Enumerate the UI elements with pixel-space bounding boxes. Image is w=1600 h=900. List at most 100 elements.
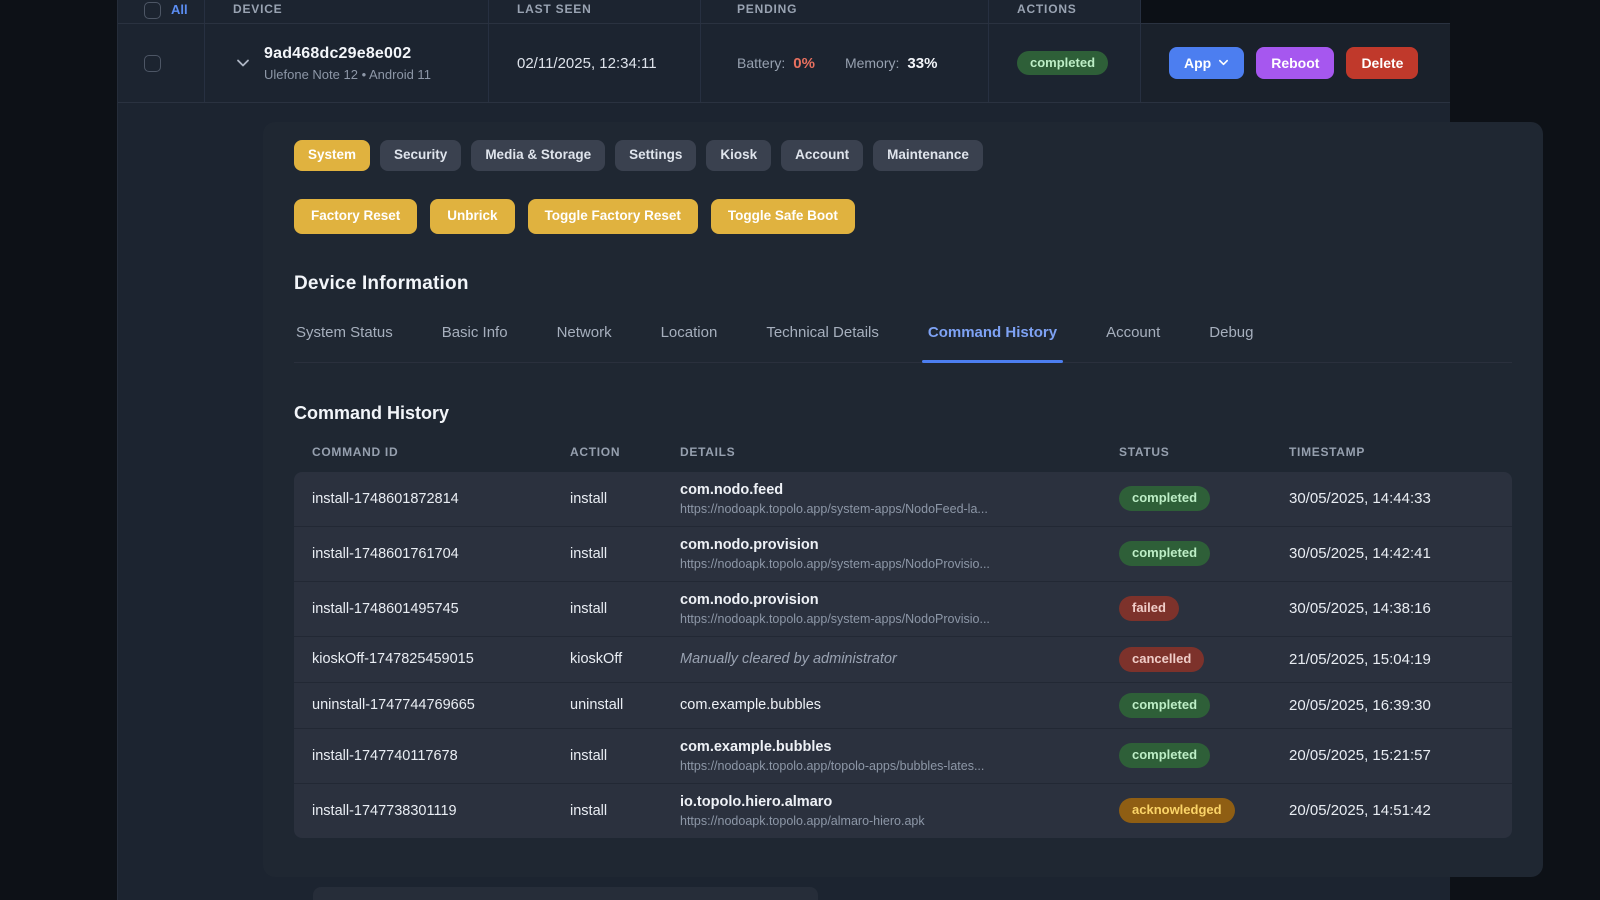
command-id-cell: install-1748601495745 (312, 600, 459, 617)
app-button-label: App (1184, 54, 1212, 71)
command-timestamp-cell: 21/05/2025, 15:04:19 (1289, 650, 1431, 668)
command-row: install-1747738301119 install io.topolo.… (294, 782, 1512, 838)
command-details-cell: com.nodo.feed https://nodoapk.topolo.app… (680, 482, 1119, 516)
status-badge: failed (1119, 596, 1179, 622)
command-action-cell: install (570, 545, 608, 562)
command-row: uninstall-1747744769665 uninstall com.ex… (294, 681, 1512, 728)
command-details-primary: com.nodo.feed (680, 481, 784, 498)
select-all-checkbox[interactable] (144, 2, 161, 19)
device-pending-cell: Battery: 0% Memory: 33% (701, 24, 989, 102)
device-id: 9ad468dc29e8e002 (264, 44, 412, 62)
column-header-status: STATUS (1119, 444, 1170, 459)
command-history-title: Command History (294, 402, 450, 423)
status-badge: completed (1119, 692, 1211, 718)
select-all-label: All (171, 2, 188, 17)
command-details-primary: com.nodo.provision (680, 536, 819, 553)
command-details-primary: Manually cleared by administrator (680, 651, 897, 668)
tab-basic-info[interactable]: Basic Info (441, 323, 508, 341)
category-tab-maintenance[interactable]: Maintenance (873, 140, 983, 171)
device-checkbox[interactable] (144, 54, 161, 72)
toggle-factory-reset-button[interactable]: Toggle Factory Reset (527, 198, 698, 234)
command-details-primary: com.example.bubbles (680, 738, 832, 755)
device-information-title: Device Information (294, 272, 469, 294)
device-detail-panel: System Security Media & Storage Settings Kio… (263, 122, 1543, 877)
command-details-primary: com.example.bubbles (680, 697, 822, 714)
command-details-cell: com.example.bubbles https://nodoapk.topo… (680, 739, 1119, 773)
unbrick-button[interactable]: Unbrick (430, 198, 515, 234)
tab-technical-details[interactable]: Technical Details (766, 323, 879, 341)
command-details-cell: io.topolo.hiero.almaro https://nodoapk.t… (680, 794, 1119, 828)
category-tabs: System Security Media & Storage Settings Kio… (294, 140, 1512, 171)
command-details-secondary: https://nodoapk.topolo.app/system-apps/N… (680, 501, 988, 516)
command-status-cell: completed (1119, 692, 1289, 718)
device-model-info: Ulefone Note 12 • Android 11 (264, 66, 431, 82)
tab-system-status[interactable]: System Status (296, 323, 393, 341)
tab-network[interactable]: Network (556, 323, 612, 341)
factory-reset-button[interactable]: Factory Reset (294, 198, 418, 234)
device-table-card: All DEVICE LAST SEEN PENDING ACTIONS 9ad… (117, 0, 1543, 900)
command-action-cell: install (570, 600, 608, 617)
battery-label: Battery: (737, 55, 786, 71)
status-badge: completed (1119, 486, 1211, 512)
quick-actions: Factory Reset Unbrick Toggle Factory Reset… (294, 198, 1512, 234)
command-details-cell: Manually cleared by administrator (680, 651, 1119, 667)
column-header-actions: ACTIONS (989, 0, 1141, 23)
column-header-pending: PENDING (701, 0, 989, 23)
column-header-device: DEVICE (205, 0, 489, 23)
command-row: install-1747740117678 install com.exampl… (294, 727, 1512, 783)
category-tab-media-storage[interactable]: Media & Storage (471, 140, 606, 171)
command-timestamp-cell: 20/05/2025, 15:21:57 (1289, 747, 1431, 765)
category-tab-settings[interactable]: Settings (615, 140, 697, 171)
status-badge: acknowledged (1119, 798, 1235, 824)
column-header-last-seen: LAST SEEN (489, 0, 701, 23)
command-id-cell: install-1748601761704 (312, 545, 459, 562)
command-details-secondary: https://nodoapk.topolo.app/system-apps/N… (680, 556, 990, 571)
status-badge: completed (1119, 743, 1211, 769)
tab-command-history[interactable]: Command History (921, 324, 1064, 363)
device-last-seen: 02/11/2025, 12:34:11 (489, 24, 701, 102)
command-status-cell: cancelled (1119, 646, 1289, 672)
column-header-timestamp: TIMESTAMP (1289, 444, 1366, 459)
command-details-secondary: https://nodoapk.topolo.app/almaro-hiero.… (680, 813, 925, 828)
category-tab-security[interactable]: Security (380, 140, 462, 171)
tab-location[interactable]: Location (660, 323, 718, 341)
battery-value: 0% (793, 54, 815, 72)
device-action-buttons: App Reboot Delete (1141, 24, 1450, 102)
command-action-cell: install (570, 490, 608, 507)
command-details-cell: com.nodo.provision https://nodoapk.topol… (680, 592, 1119, 626)
cutoff-next-section (313, 887, 818, 900)
command-status-cell: completed (1119, 486, 1289, 512)
device-cell[interactable]: 9ad468dc29e8e002 Ulefone Note 12 • Andro… (205, 24, 489, 102)
chevron-down-icon[interactable] (235, 55, 251, 71)
command-row: install-1748601872814 install com.nodo.f… (294, 471, 1512, 526)
info-tabs: System Status Basic Info Network Location Te… (294, 324, 1512, 363)
app-dropdown-button[interactable]: App (1169, 46, 1245, 80)
command-details-primary: io.topolo.hiero.almaro (680, 793, 833, 810)
command-row: kioskOff-1747825459015 kioskOff Manually… (294, 635, 1512, 682)
device-status-cell: completed (989, 24, 1141, 102)
delete-button[interactable]: Delete (1346, 46, 1419, 80)
category-tab-account[interactable]: Account (781, 140, 864, 171)
command-details-secondary: https://nodoapk.topolo.app/topolo-apps/b… (680, 758, 985, 773)
command-id-cell: kioskOff-1747825459015 (312, 651, 474, 668)
reboot-button[interactable]: Reboot (1256, 46, 1335, 80)
tab-debug[interactable]: Debug (1209, 323, 1254, 341)
memory-label: Memory: (844, 55, 900, 71)
status-badge: completed (1119, 541, 1211, 567)
column-header-details: DETAILS (680, 444, 736, 459)
column-header-command-id: COMMAND ID (312, 444, 399, 459)
header-select-cell: All (118, 0, 205, 23)
device-row: 9ad468dc29e8e002 Ulefone Note 12 • Andro… (118, 24, 1450, 103)
command-status-cell: completed (1119, 541, 1289, 567)
status-badge: completed (1017, 50, 1109, 76)
category-tab-system[interactable]: System (294, 140, 371, 171)
command-action-cell: install (570, 747, 608, 764)
command-timestamp-cell: 30/05/2025, 14:42:41 (1289, 545, 1431, 563)
command-row: install-1748601761704 install com.nodo.p… (294, 525, 1512, 581)
command-details-primary: com.nodo.provision (680, 591, 819, 608)
chevron-down-icon (1219, 60, 1229, 66)
command-status-cell: acknowledged (1119, 798, 1289, 824)
toggle-safe-boot-button[interactable]: Toggle Safe Boot (710, 198, 855, 234)
category-tab-kiosk[interactable]: Kiosk (706, 140, 772, 171)
tab-account[interactable]: Account (1106, 323, 1161, 341)
